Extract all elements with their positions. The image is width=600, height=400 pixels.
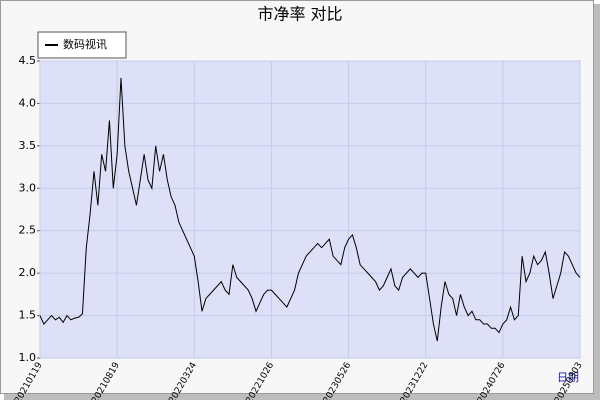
shadow	[594, 4, 600, 400]
x-axis-label: 日期	[557, 371, 579, 384]
y-tick-label: 2.0	[19, 266, 37, 279]
y-tick-label: 4.5	[19, 54, 37, 67]
y-tick-label: 1.5	[19, 309, 37, 322]
y-tick-label: 4.0	[19, 96, 37, 109]
y-tick-label: 3.0	[19, 181, 37, 194]
legend-label: 数码视讯	[63, 37, 107, 51]
line-series	[39, 77, 581, 342]
y-tick-label: 3.5	[19, 139, 37, 152]
shadow	[4, 394, 600, 400]
y-tick-label: 1.0	[19, 351, 37, 364]
legend-box	[37, 31, 127, 59]
y-tick-label: 2.5	[19, 224, 37, 237]
plot-area	[39, 60, 581, 359]
chart-title: 市净率 对比	[257, 5, 342, 24]
